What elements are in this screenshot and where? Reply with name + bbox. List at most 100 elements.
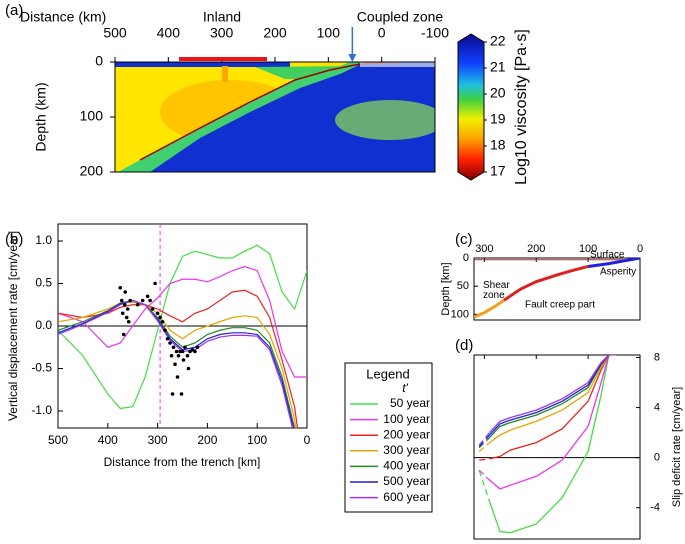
x-tick-label: 0 (304, 433, 311, 447)
data-point (163, 328, 167, 333)
data-point (186, 366, 191, 371)
y-tick-label: -4 (650, 502, 660, 514)
data-point (183, 345, 187, 350)
line (489, 355, 617, 436)
y-tick-label: 100 (80, 108, 104, 124)
legend-label: 100 year (383, 412, 430, 426)
y-tick-label: -0.5 (31, 361, 52, 375)
line-dashed (478, 437, 491, 449)
line (503, 265, 589, 302)
line (58, 244, 307, 410)
line-dashed (478, 442, 490, 452)
data-point (128, 298, 133, 303)
legend-label: 500 year (383, 474, 430, 488)
x-tick-label: 0 (378, 25, 386, 41)
y-tick-label: 200 (80, 163, 104, 179)
colorbar-tick-label: 19 (490, 111, 506, 127)
annotation: Inland (203, 9, 241, 25)
y-tick-label: 4 (654, 401, 660, 413)
x-axis-label: Distance (km) (20, 9, 106, 25)
y-tick-label: 0 (95, 53, 103, 69)
line-label: Shear zone (483, 280, 510, 301)
panel-label: (a) (5, 2, 23, 19)
data-point (122, 302, 127, 307)
x-tick-label: 100 (247, 433, 267, 447)
x-tick-label: 500 (48, 433, 68, 447)
data-point (171, 345, 176, 350)
data-point (170, 392, 175, 396)
data-point (135, 302, 140, 307)
legend-subtitle: t' (402, 381, 408, 395)
x-tick-label: 300 (148, 433, 168, 447)
line (58, 299, 295, 428)
data-point (153, 281, 157, 286)
data-point (174, 349, 179, 354)
line-label: Fault creep part (525, 300, 595, 311)
line (58, 299, 296, 428)
y-tick-label: -1.0 (31, 403, 52, 417)
frame (473, 354, 641, 540)
line (58, 265, 307, 378)
line (489, 355, 617, 444)
data-point (175, 375, 180, 379)
data-point (181, 358, 186, 362)
data-point (123, 290, 128, 294)
plot-area (58, 224, 307, 428)
line-dashed (478, 469, 491, 481)
colorbar (457, 33, 485, 181)
colorbar-label: Log10 viscosity [Pa·s] (513, 29, 530, 185)
colorbar-tick-label: 20 (490, 85, 506, 101)
line-dashed (478, 434, 491, 447)
x-tick-label: 500 (103, 25, 127, 41)
line (587, 258, 640, 268)
x-tick-label: 200 (527, 243, 545, 255)
line (474, 299, 505, 319)
y-tick-label: 50 (457, 280, 469, 292)
y-tick-label: 1.0 (35, 233, 52, 247)
data-point (126, 319, 131, 324)
data-point (125, 307, 130, 311)
data-point (145, 294, 150, 299)
colorbar-tick-label: 22 (490, 33, 506, 49)
data-point (155, 311, 160, 316)
x-tick-label: 200 (263, 25, 287, 41)
data-point (120, 311, 125, 316)
y-tick-label: 0.5 (35, 276, 52, 290)
data-point (179, 392, 184, 396)
colorbar-tick-label: 17 (490, 163, 506, 179)
line (489, 355, 617, 439)
y-axis-label: Slip deficit rate [cm/year] (671, 387, 683, 507)
data-point (140, 298, 145, 303)
line-dashed (478, 469, 491, 502)
data-point (121, 332, 126, 337)
plot-area (474, 258, 640, 319)
panel-label: (b) (5, 231, 23, 248)
data-point (193, 349, 197, 354)
line-label: Asperity (600, 267, 636, 278)
data-point (158, 315, 162, 320)
y-tick-label: 8 (654, 351, 660, 363)
data-point (150, 307, 155, 311)
line-dashed (478, 432, 491, 446)
line-dashed (479, 458, 490, 461)
legend-label: 400 year (383, 459, 430, 473)
line (489, 355, 617, 490)
data-point (185, 353, 190, 358)
panel-label: (d) (455, 337, 473, 354)
x-axis-label: Distance from the trench [km] (104, 455, 261, 469)
x-tick-label: -100 (421, 25, 449, 41)
data-point (195, 345, 200, 350)
coupled-arrowhead (348, 54, 357, 62)
data-point (178, 349, 182, 354)
line (489, 355, 617, 460)
y-axis-label: Depth (km) (33, 82, 49, 151)
legend-label: 50 year (390, 396, 430, 410)
plot-area (478, 355, 617, 534)
line-label: Surface (590, 250, 625, 261)
x-tick-label: 100 (317, 25, 341, 41)
panel-label: (c) (455, 231, 473, 248)
x-tick-label: 200 (197, 433, 217, 447)
colorbar-tick-label: 21 (490, 59, 506, 75)
frame (473, 257, 641, 321)
x-tick-label: 300 (475, 243, 493, 255)
